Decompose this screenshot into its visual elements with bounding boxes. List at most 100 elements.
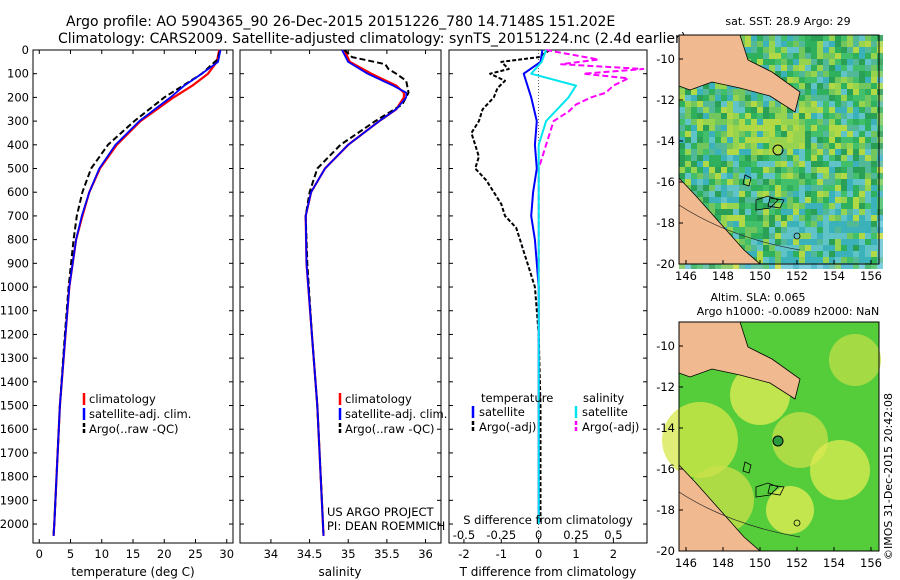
sst-tile (709, 203, 715, 209)
sst-tile (829, 143, 835, 149)
sst-tile (841, 41, 847, 47)
sst-tile (769, 167, 775, 173)
sst-tile (775, 53, 781, 59)
lon-tick-label: 146 (675, 269, 697, 283)
sst-tile (871, 113, 877, 119)
sst-tile (871, 65, 877, 71)
sst-tile (877, 155, 883, 161)
sst-tile (679, 119, 685, 125)
sst-tile (781, 41, 787, 47)
sst-tile (805, 119, 811, 125)
sst-tile (739, 113, 745, 119)
sst-tile (715, 155, 721, 161)
sst-tile (835, 203, 841, 209)
sst-tile (703, 173, 709, 179)
sst-tile (847, 125, 853, 131)
sst-tile (841, 83, 847, 89)
sst-tile (691, 263, 697, 269)
sst-tile (865, 59, 871, 65)
sst-tile (787, 65, 793, 71)
sst-tile (811, 59, 817, 65)
sst-tile (865, 131, 871, 137)
sst-tile (847, 245, 853, 251)
sst-tile (751, 47, 757, 53)
sst-tile (775, 65, 781, 71)
sst-tile (847, 203, 853, 209)
sst-tile (775, 245, 781, 251)
sst-tile (871, 71, 877, 77)
sst-tile (835, 167, 841, 173)
sst-tile (835, 65, 841, 71)
x-tick-label: -1 (496, 547, 507, 561)
sst-tile (745, 131, 751, 137)
sst-tile (841, 155, 847, 161)
sst-tile (691, 137, 697, 143)
sst-tile (721, 143, 727, 149)
x-tick-label: 35.5 (374, 547, 400, 561)
sst-tile (847, 65, 853, 71)
sst-tile (841, 89, 847, 95)
sst-tile (871, 143, 877, 149)
sst-tile (757, 53, 763, 59)
sst-tile (835, 161, 841, 167)
x-tick-label-s: 0 (535, 528, 542, 542)
sst-tile (829, 155, 835, 161)
sst-tile (871, 191, 877, 197)
sst-tile (871, 197, 877, 203)
sst-tile (775, 41, 781, 47)
sst-tile (751, 119, 757, 125)
sst-tile (829, 65, 835, 71)
sst-tile (679, 167, 685, 173)
sst-tile (685, 149, 691, 155)
sst-tile (817, 239, 823, 245)
sst-tile (775, 239, 781, 245)
sst-tile (715, 89, 721, 95)
x-tick-label: 20 (157, 547, 172, 561)
y-tick-label: 1800 (0, 470, 29, 484)
sst-argo-marker (772, 144, 784, 156)
sst-tile (793, 191, 799, 197)
sst-tile (817, 101, 823, 107)
sst-tile (703, 125, 709, 131)
sst-tile (817, 125, 823, 131)
sst-tile (847, 35, 853, 41)
sst-tile (757, 41, 763, 47)
sst-tile (769, 161, 775, 167)
sst-tile (859, 113, 865, 119)
sst-tile (823, 89, 829, 95)
sst-tile (799, 215, 805, 221)
lat-tick-label: -14 (656, 134, 675, 148)
sst-tile (787, 107, 793, 113)
sst-tile (853, 191, 859, 197)
sst-tile (721, 113, 727, 119)
sst-tile (859, 143, 865, 149)
sst-tile (739, 125, 745, 131)
sst-tile (793, 59, 799, 65)
sst-tile (853, 125, 859, 131)
sst-tile (793, 251, 799, 257)
sst-tile (709, 89, 715, 95)
sst-tile (751, 197, 757, 203)
sst-tile (739, 173, 745, 179)
sst-tile (739, 215, 745, 221)
sst-tile (697, 95, 703, 101)
sst-tile (877, 239, 883, 245)
sst-tile (877, 197, 883, 203)
sst-tile (853, 179, 859, 185)
salinity-chart: 34 34.5 35 35.5 36 (240, 49, 441, 561)
sst-tile (769, 227, 775, 233)
sst-tile (871, 185, 877, 191)
sst-tile (823, 215, 829, 221)
sst-tile (805, 203, 811, 209)
sst-tile (787, 215, 793, 221)
sst-tile (835, 173, 841, 179)
sst-tile (769, 233, 775, 239)
sst-tile (727, 89, 733, 95)
x-tick-label-s: 0.5 (604, 528, 622, 542)
sst-tile (823, 263, 829, 269)
sst-tile (841, 209, 847, 215)
sst-tile (859, 245, 865, 251)
sst-tile (859, 167, 865, 173)
sst-tile (805, 149, 811, 155)
